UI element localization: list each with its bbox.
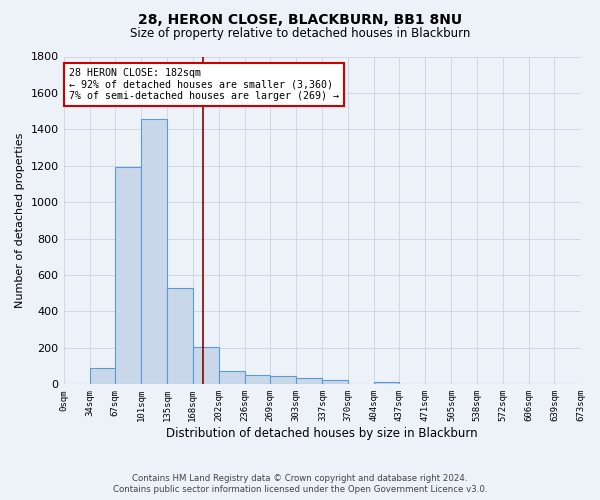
Bar [245, 375, 270, 384]
Bar [219, 370, 245, 384]
Bar [193, 347, 219, 385]
Text: 28, HERON CLOSE, BLACKBURN, BB1 8NU: 28, HERON CLOSE, BLACKBURN, BB1 8NU [138, 12, 462, 26]
X-axis label: Distribution of detached houses by size in Blackburn: Distribution of detached houses by size … [166, 427, 478, 440]
Bar [322, 380, 348, 384]
Bar [89, 368, 115, 384]
Bar [167, 288, 193, 384]
Bar [141, 120, 167, 384]
Y-axis label: Number of detached properties: Number of detached properties [15, 132, 25, 308]
Text: Contains HM Land Registry data © Crown copyright and database right 2024.
Contai: Contains HM Land Registry data © Crown c… [113, 474, 487, 494]
Text: Size of property relative to detached houses in Blackburn: Size of property relative to detached ho… [130, 28, 470, 40]
Bar [374, 382, 399, 384]
Bar [270, 376, 296, 384]
Bar [115, 166, 141, 384]
Bar [296, 378, 322, 384]
Text: 28 HERON CLOSE: 182sqm
← 92% of detached houses are smaller (3,360)
7% of semi-d: 28 HERON CLOSE: 182sqm ← 92% of detached… [69, 68, 339, 101]
